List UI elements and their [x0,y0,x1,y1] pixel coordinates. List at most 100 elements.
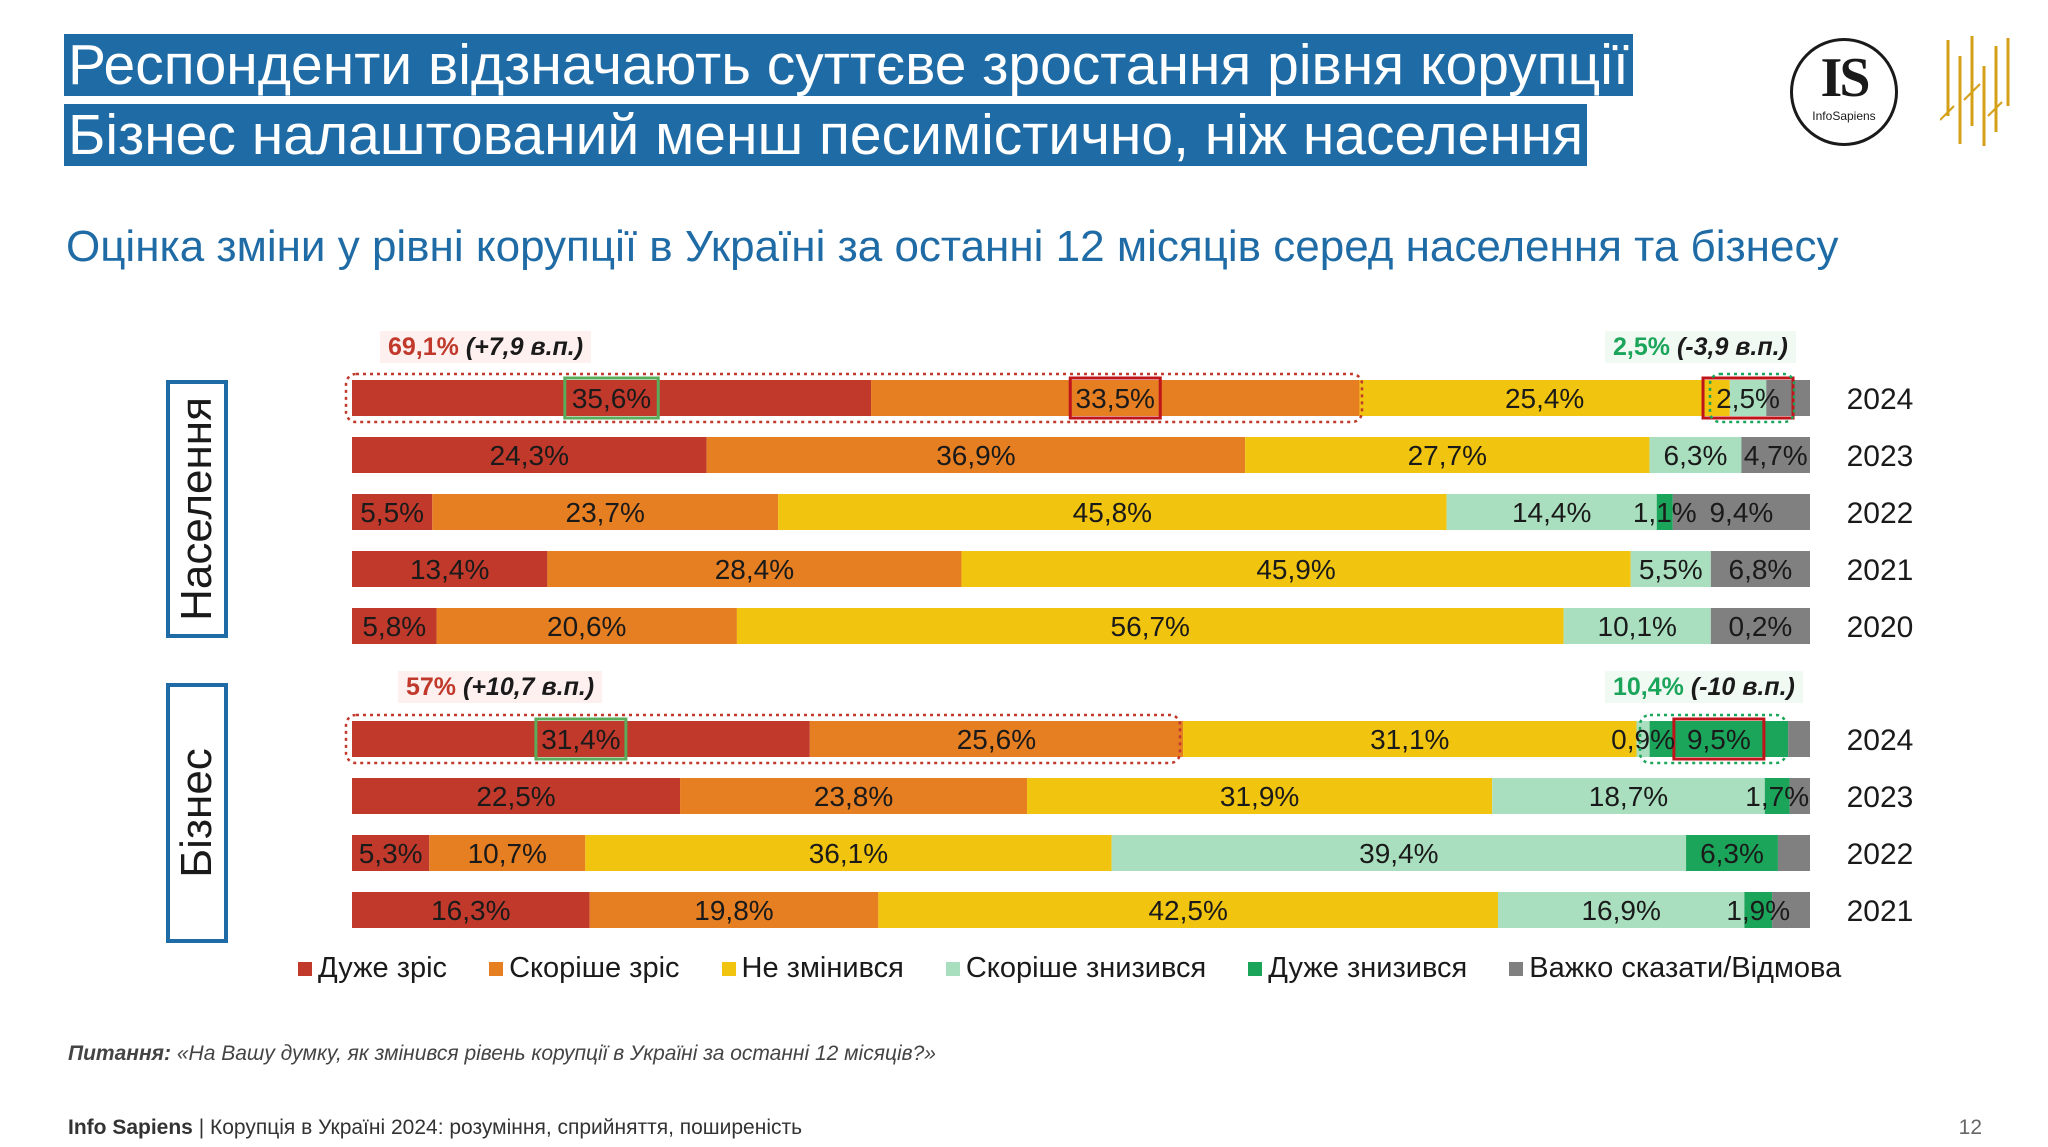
legend-label: Дуже зріс [318,952,448,984]
legend-item: Скоріше зріс [489,952,680,985]
infosapiens-logo: IS InfoSapiens [1790,38,1898,146]
bar-label-business-2024-0: 31,4% [541,724,620,755]
footer: Info Sapiens | Корупція в Україні 2024: … [68,1116,802,1140]
bar-segment-business-2022-1 [429,835,586,871]
bar-label-business-2022-4: 6,3% [1700,838,1764,869]
year-label-population-2024: 2024 [1847,383,1914,416]
bar-label-business-2021-1: 19,8% [694,895,773,926]
bar-segment-business-2021-2 [878,892,1498,928]
year-label-population-2022: 2022 [1847,497,1914,530]
bar-segment-business-2021-3 [1497,892,1745,928]
bar-label-population-2022-2: 45,8% [1073,497,1152,528]
bar-segment-population-2022-1 [432,494,779,530]
legend-label: Не змінився [741,952,904,984]
question-text: «На Вашу думку, як змінився рівень коруп… [176,1042,936,1065]
business-decrease-annotation: 10,4% (-10 в.п.) [1605,671,1803,703]
bar-label-business-2021-2: 42,5% [1148,895,1227,926]
title-line-2: Бізнес налаштований менш песимістично, н… [64,104,1588,166]
bar-segment-business-2022-0 [352,835,430,871]
year-label-business-2023: 2023 [1847,781,1914,814]
bar-segment-population-2022-3 [1446,494,1657,530]
legend-swatch [945,961,960,976]
bar-label-population-2022-5: 9,4% [1709,497,1773,528]
business-increase-annotation: 57% (+10,7 в.п.) [398,671,603,703]
highlight-box-business-2024-0 [534,717,628,761]
bar-label-business-2021-4: 1,9% [1726,895,1790,926]
bar-segment-business-2022-2 [585,835,1112,871]
bar-segment-business-2023-2 [1027,778,1493,814]
bar-label-population-2023-2: 27,7% [1408,440,1487,471]
bar-segment-population-2020-5 [1710,608,1810,644]
highlight-box-population-2024-1 [1068,376,1162,420]
legend-label: Скоріше знизився [965,952,1207,984]
bar-segment-population-2021-1 [547,551,962,587]
bar-segment-population-2021-5 [1710,551,1810,587]
bar-label-business-2024-1: 25,6% [957,724,1036,755]
population-decrease-annotation: 2,5% (-3,9 в.п.) [1605,331,1796,363]
bar-segment-population-2024-1 [871,380,1360,416]
business-increase-note: (+10,7 в.п.) [463,673,595,701]
business-decrease-outline [1638,713,1788,765]
bar-segment-population-2020-3 [1563,608,1711,644]
bar-segment-population-2021-0 [352,551,548,587]
bar-label-population-2020-0: 5,8% [362,611,426,642]
highlight-box-business-2024-4 [1672,717,1766,761]
highlight-box-population-2024-0 [563,376,660,420]
bar-segment-business-2023-1 [680,778,1028,814]
footer-text: | Корупція в Україні 2024: розуміння, сп… [198,1116,803,1139]
logo-name: InfoSapiens [1812,109,1876,123]
bar-segment-population-2024-5 [1766,380,1810,416]
legend-item: Скоріше знизився [945,952,1207,985]
bar-label-population-2023-5: 4,7% [1744,440,1808,471]
bar-segment-population-2024-0 [352,380,872,416]
chart-subtitle: Оцінка зміни у рівні корупції в Україні … [66,222,1839,271]
bar-label-business-2023-4: 1,7% [1745,781,1809,812]
bar-segment-population-2021-3 [1630,551,1711,587]
year-label-business-2022: 2022 [1847,838,1914,871]
bar-segment-business-2024-1 [809,721,1184,757]
legend-item: Дуже зріс [298,952,447,985]
population-increase-value: 69,1% [388,333,459,361]
business-decrease-note: (-10 в.п.) [1690,673,1795,701]
bar-segment-population-2022-2 [778,494,1447,530]
legend-item: Дуже знизився [1248,952,1467,985]
bar-label-business-2024-3: 0,9% [1611,724,1675,755]
bar-label-population-2022-4: 1,1% [1633,497,1697,528]
year-label-business-2024: 2024 [1847,724,1914,757]
group-box-business: Бізнес [166,683,228,943]
legend-swatch [1509,961,1524,976]
bar-label-population-2021-5: 6,8% [1729,554,1793,585]
legend-label: Дуже знизився [1268,952,1468,984]
business-decrease-value: 10,4% [1613,673,1684,701]
bar-label-business-2021-0: 16,3% [431,895,510,926]
footer-brand: Info Sapiens [68,1116,193,1139]
bar-segment-business-2022-3 [1111,835,1687,871]
bar-segment-business-2023-4 [1764,778,1790,814]
business-increase-value: 57% [406,673,457,701]
bar-segment-business-2024-2 [1183,721,1637,757]
population-decrease-value: 2,5% [1613,333,1670,361]
bar-segment-population-2020-2 [736,608,1564,644]
bar-segment-business-2024-0 [352,721,810,757]
bar-segment-population-2020-1 [436,608,737,644]
legend-label: Важко сказати/Відмова [1529,952,1842,984]
bar-label-population-2020-1: 20,6% [547,611,626,642]
bar-label-population-2020-2: 56,7% [1111,611,1190,642]
bar-label-business-2024-2: 31,1% [1370,724,1449,755]
bar-label-population-2024-2: 25,4% [1505,383,1584,414]
bar-label-business-2023-1: 23,8% [814,781,893,812]
question-note: Питання: «На Вашу думку, як змінився рів… [68,1042,936,1066]
bar-segment-business-2023-0 [352,778,681,814]
year-label-business-2021: 2021 [1847,895,1914,928]
bar-label-business-2023-3: 18,7% [1589,781,1668,812]
population-decrease-note: (-3,9 в.п.) [1676,333,1788,361]
title-line-1: Респонденти відзначають суттєве зростанн… [64,34,1633,96]
bar-label-population-2022-3: 14,4% [1512,497,1591,528]
bar-label-population-2020-5: 0,2% [1729,611,1793,642]
bar-segment-business-2021-4 [1744,892,1773,928]
population-increase-outline [344,372,1364,424]
bar-label-population-2021-3: 5,5% [1639,554,1703,585]
bar-segment-business-2021-5 [1772,892,1810,928]
page-number: 12 [1958,1116,1982,1139]
